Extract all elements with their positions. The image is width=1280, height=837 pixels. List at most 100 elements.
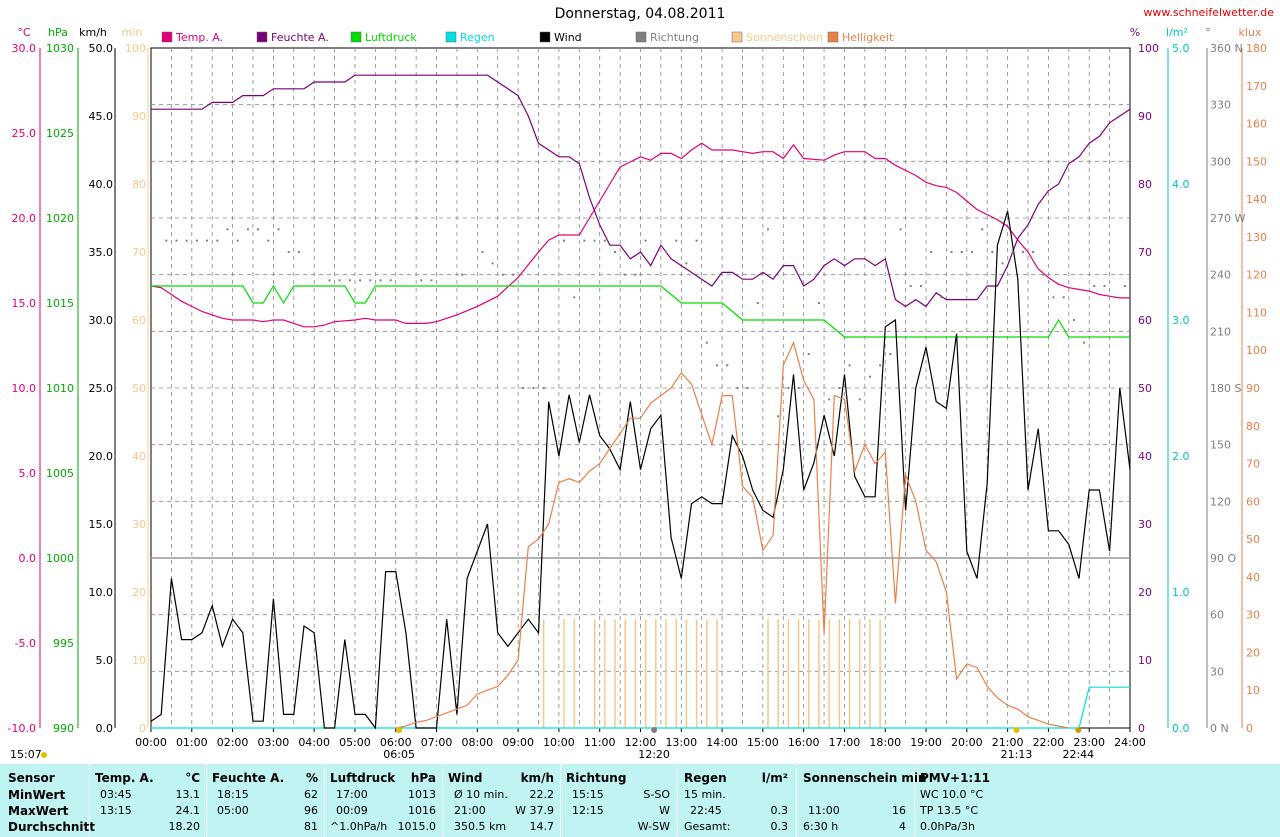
- wind-max-time: 21:00: [454, 804, 486, 817]
- direction-point: [756, 302, 759, 304]
- direction-point: [981, 228, 984, 231]
- direction-point: [960, 251, 963, 253]
- direction-point: [736, 387, 739, 389]
- tick-label-brightness: 70: [1246, 458, 1260, 471]
- direction-point: [297, 251, 300, 253]
- x-tick-label: 05:00: [339, 736, 371, 749]
- x-tick-label: 04:00: [298, 736, 330, 749]
- tick-label-brightness: 40: [1246, 571, 1260, 584]
- x-tick-label: 18:00: [869, 736, 901, 749]
- series-temp-a: [150, 142, 1130, 328]
- direction-point: [206, 239, 209, 242]
- stats-label-max: MaxWert: [8, 804, 69, 818]
- direction-point: [328, 279, 331, 282]
- axis-unit-rain: l/m²: [1166, 26, 1188, 39]
- tick-label-temp: 10.0: [12, 382, 37, 395]
- direction-point: [807, 353, 810, 355]
- legend-swatch: [256, 31, 268, 43]
- direction-point: [348, 279, 351, 282]
- tick-label-temp: 20.0: [12, 212, 37, 225]
- direction-point: [797, 387, 800, 389]
- tick-label-humidity: 10: [1138, 654, 1152, 667]
- tick-label-brightness: 160: [1246, 118, 1267, 131]
- tick-label-direction: 270 W: [1210, 212, 1245, 225]
- sunshine-avg: 4: [899, 820, 906, 833]
- tick-label-pressure: 1000: [46, 552, 74, 565]
- x-tick-label: 17:00: [829, 736, 861, 749]
- marker-label-sunrise: 06:05: [383, 748, 415, 761]
- marker-moon-icon: [1075, 727, 1082, 733]
- x-tick-label: 11:00: [584, 736, 616, 749]
- tick-label-brightness: 0: [1246, 722, 1253, 735]
- axis-unit-direction: °: [1205, 26, 1211, 39]
- stats-label-avg: Durchschnitt: [8, 820, 96, 834]
- tick-label-brightness: 10: [1246, 684, 1260, 697]
- tick-label-direction: 30: [1210, 665, 1224, 678]
- x-tick-label: 06:00: [380, 736, 412, 749]
- axis-unit-sunshine: min: [122, 26, 143, 39]
- tick-label-temp: -10.0: [8, 722, 36, 735]
- direction-point: [236, 239, 239, 242]
- direction-head: Richtung: [566, 771, 627, 785]
- site-link[interactable]: www.schneifelwetter.de: [1143, 6, 1274, 19]
- direction-point: [970, 251, 973, 253]
- tick-label-wind: 45.0: [89, 110, 114, 123]
- x-tick-label: 01:00: [176, 736, 208, 749]
- direction-point: [277, 228, 280, 231]
- direction-point: [1113, 296, 1116, 299]
- direction-point: [1011, 251, 1014, 253]
- direction-point: [868, 375, 871, 378]
- tick-label-direction: 180 S: [1210, 382, 1241, 395]
- legend-label: Wind: [554, 31, 582, 44]
- tick-label-direction: 360 N: [1210, 42, 1243, 55]
- marker-noon-icon: [651, 727, 658, 733]
- tick-label-sunshine: 20: [132, 586, 146, 599]
- direction-point: [766, 228, 769, 231]
- tick-label-rain: 4.0: [1172, 178, 1190, 191]
- tick-label-direction: 120: [1210, 495, 1231, 508]
- legend-swatch: [161, 31, 173, 43]
- x-tick-label: 12:00: [625, 736, 657, 749]
- wind-max: W 37.9: [515, 804, 554, 817]
- tick-label-pressure: 1020: [46, 212, 74, 225]
- legend-label: Sonnenschein: [746, 31, 823, 44]
- direction-point: [879, 364, 882, 367]
- pmv-trend: 0.0hPa/3h: [920, 820, 976, 833]
- tick-label-rain: 1.0: [1172, 586, 1190, 599]
- tick-label-wind: 0.0: [96, 722, 114, 735]
- humidity-min: 62: [304, 788, 318, 801]
- direction-point: [257, 228, 260, 231]
- direction-point: [563, 239, 566, 242]
- axis-unit-wind: km/h: [79, 26, 107, 39]
- direction-point: [1052, 296, 1055, 299]
- direction-point: [379, 279, 382, 282]
- marker-label-sunset: 21:13: [1001, 748, 1033, 761]
- series-regen: [151, 686, 1130, 729]
- wind-head: Wind: [448, 771, 483, 785]
- tick-label-direction: 210: [1210, 325, 1231, 338]
- legend-swatch: [350, 31, 362, 43]
- rain-head: Regen: [684, 771, 727, 785]
- tick-label-direction: 150: [1210, 439, 1231, 452]
- rain-unit: l/m²: [761, 771, 788, 785]
- legend-label: Luftdruck: [365, 31, 417, 44]
- direction-point: [420, 279, 423, 282]
- tick-label-humidity: 70: [1138, 246, 1152, 259]
- direction-point: [695, 239, 698, 242]
- direction-point: [624, 273, 627, 276]
- tick-label-brightness: 130: [1246, 231, 1267, 244]
- direction-point: [491, 262, 494, 265]
- tick-label-rain: 2.0: [1172, 450, 1190, 463]
- sunshine-head: Sonnenschein min: [803, 771, 927, 785]
- marker-sunset-icon: [1013, 727, 1020, 733]
- tick-label-pressure: 1010: [46, 382, 74, 395]
- direction-point: [532, 387, 535, 389]
- direction-point: [522, 387, 525, 389]
- tick-label-brightness: 180: [1246, 42, 1267, 55]
- direction-point: [777, 415, 780, 418]
- axis-unit-humidity: %: [1130, 26, 1140, 39]
- tick-label-pressure: 1030: [46, 42, 74, 55]
- direction-point: [787, 387, 790, 389]
- x-tick-label: 16:00: [788, 736, 820, 749]
- tick-label-direction: 60: [1210, 609, 1224, 622]
